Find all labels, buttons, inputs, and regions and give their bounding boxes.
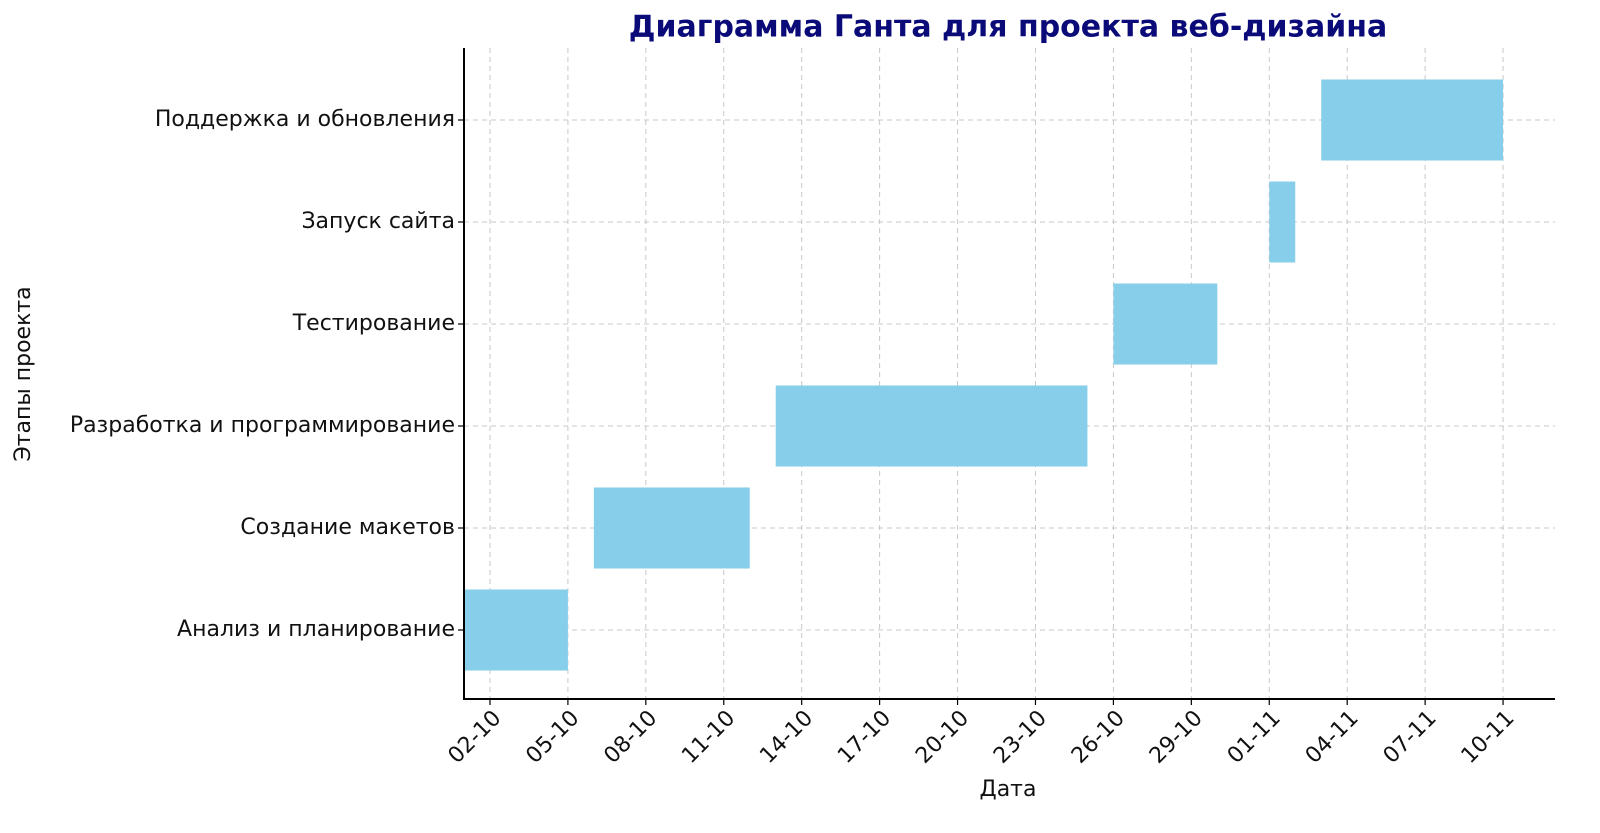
x-tick-label: 01-11 <box>1223 706 1286 769</box>
x-tick-label: 17-10 <box>833 706 896 769</box>
chart-title: Диаграмма Ганта для проекта веб-дизайна <box>629 10 1387 45</box>
x-axis-label: Дата <box>980 777 1037 802</box>
bar <box>1113 283 1218 365</box>
y-tick-label: Создание макетов <box>240 515 455 540</box>
x-tick-label: 07-11 <box>1379 706 1442 769</box>
x-tick-label: 04-11 <box>1301 706 1364 769</box>
y-tick-label: Тестирование <box>292 311 455 336</box>
x-tick-label: 02-10 <box>444 706 507 769</box>
y-tick-label: Разработка и программирование <box>70 413 455 438</box>
y-tick-label: Анализ и планирование <box>177 617 455 642</box>
x-tick-label: 10-11 <box>1457 706 1520 769</box>
x-tick-label: 05-10 <box>522 706 585 769</box>
bar <box>1321 79 1504 161</box>
bar <box>1269 181 1296 263</box>
x-tick-label: 23-10 <box>989 706 1052 769</box>
x-tick-label: 26-10 <box>1067 706 1130 769</box>
y-tick-label: Запуск сайта <box>301 209 455 234</box>
x-tick-label: 14-10 <box>755 706 818 769</box>
bar <box>593 487 750 569</box>
x-tick-label: 29-10 <box>1145 706 1208 769</box>
y-tick-label: Поддержка и обновления <box>155 107 455 132</box>
x-tick-label: 11-10 <box>677 706 740 769</box>
bar <box>775 385 1088 467</box>
x-tick-label: 20-10 <box>911 706 974 769</box>
y-axis-label: Этапы проекта <box>11 286 36 461</box>
x-tick-label: 08-10 <box>599 706 662 769</box>
bar <box>464 589 568 671</box>
